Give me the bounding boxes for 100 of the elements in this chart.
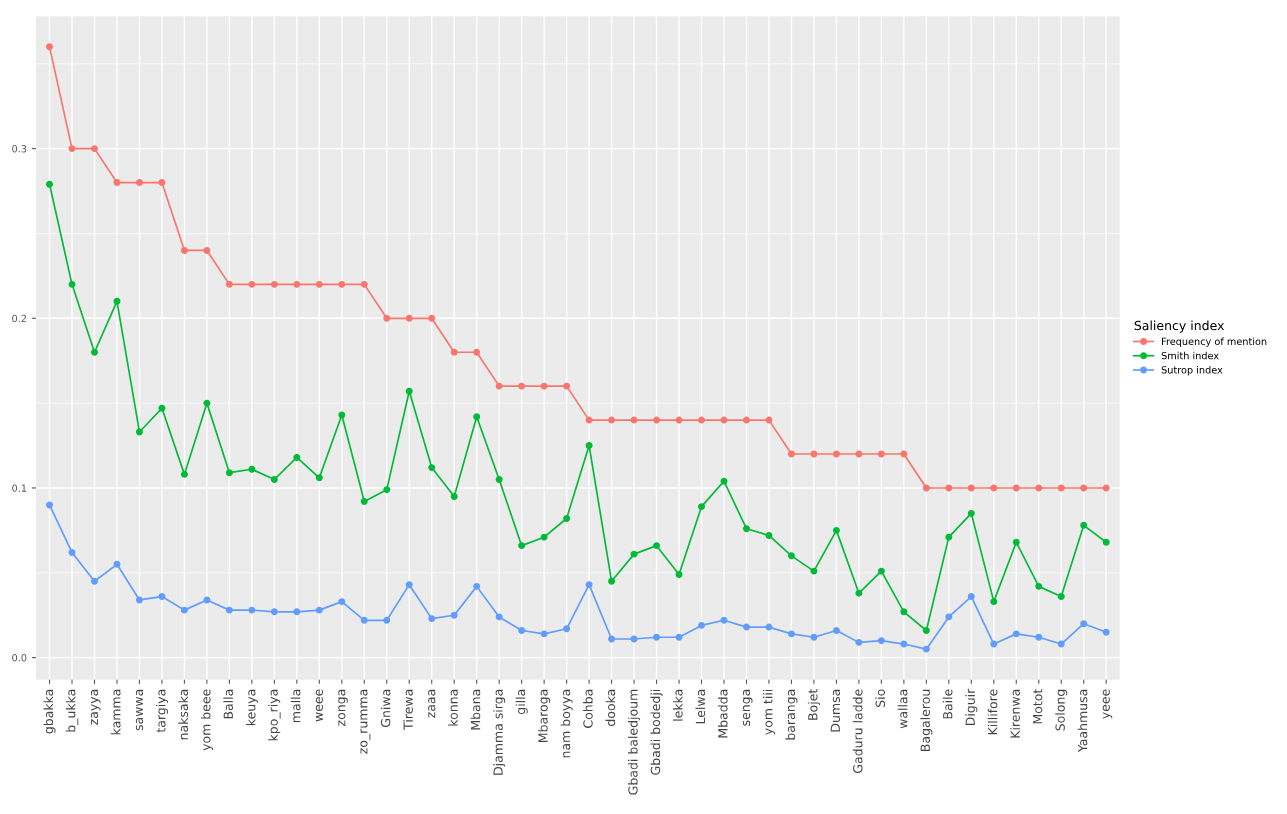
point	[1102, 484, 1110, 492]
x-tick-label: Mbadda	[717, 689, 728, 738]
point	[653, 416, 661, 424]
point	[967, 593, 975, 601]
x-tick-label: Motot	[1033, 689, 1043, 724]
point	[540, 630, 548, 638]
point	[248, 465, 256, 473]
point	[338, 280, 346, 288]
point	[360, 280, 368, 288]
point	[68, 145, 76, 153]
x-tick-label: nam boyya	[560, 689, 573, 758]
point	[338, 411, 346, 419]
point	[383, 616, 391, 624]
x-tick-label: targiya	[155, 689, 168, 733]
x-tick-label: dooka	[605, 689, 616, 726]
x-tick-label: wallaa	[897, 689, 908, 729]
point	[720, 477, 728, 485]
x-tick-label: Baile	[942, 689, 953, 719]
x-tick-label: Bojet	[807, 689, 820, 720]
x-tick-label: naksaka	[178, 689, 189, 740]
point	[135, 596, 143, 604]
point	[832, 526, 840, 534]
x-tick-label: Lelwa	[695, 689, 706, 724]
point	[743, 623, 750, 631]
point	[1035, 484, 1043, 492]
point	[473, 348, 481, 356]
legend-label: Smith index	[1161, 351, 1219, 360]
point	[158, 593, 166, 601]
point	[855, 638, 863, 646]
point	[225, 606, 233, 614]
point	[608, 416, 616, 424]
point	[922, 627, 930, 634]
legend-label: Frequency of mention	[1162, 337, 1267, 347]
point	[698, 621, 705, 629]
x-tick-label: Gbadi bodedji	[650, 689, 663, 775]
point	[338, 598, 346, 606]
point	[900, 608, 908, 616]
point	[698, 503, 705, 511]
y-tick-label: 0.3	[12, 145, 27, 153]
point	[585, 416, 593, 424]
x-tick-label: Tirewa	[403, 689, 413, 730]
point	[990, 484, 998, 492]
point	[518, 542, 526, 550]
point	[563, 515, 571, 522]
x-tick-label: malla	[290, 689, 301, 723]
point	[900, 640, 908, 648]
y-tick-label: 0.1	[12, 484, 27, 492]
point	[46, 43, 53, 51]
point	[675, 416, 683, 424]
point	[743, 416, 750, 424]
x-tick-label: Yaahmusa	[1077, 689, 1088, 753]
x-tick-label: kamma	[110, 689, 121, 735]
legend-title: Saliency index	[1134, 320, 1225, 333]
point	[450, 611, 458, 619]
x-tick-label: yeee	[1102, 689, 1113, 719]
point	[91, 348, 98, 356]
point	[113, 179, 121, 187]
point	[293, 608, 301, 616]
point	[720, 616, 728, 624]
point	[428, 615, 436, 623]
point	[698, 416, 705, 424]
point	[135, 179, 143, 187]
point	[270, 608, 278, 616]
point	[1102, 538, 1110, 546]
point	[945, 484, 953, 492]
point	[428, 314, 436, 322]
point	[787, 450, 795, 458]
x-tick-label: b_ukka	[65, 689, 79, 732]
x-tick-label: zonga	[338, 689, 348, 726]
x-tick-label: baranga	[785, 689, 798, 740]
x-tick-label: Djamma sirga	[493, 689, 506, 775]
point	[383, 314, 391, 322]
point	[91, 577, 98, 585]
point	[653, 542, 661, 550]
point	[990, 598, 998, 606]
point	[900, 450, 908, 458]
point	[1102, 628, 1110, 636]
point	[743, 525, 750, 533]
point	[922, 645, 930, 653]
point	[945, 533, 953, 541]
point	[180, 606, 188, 614]
x-tick-label: Mbaroga	[538, 689, 551, 742]
point	[383, 486, 391, 494]
x-tick-label: Bagalerou	[920, 689, 933, 751]
point	[832, 450, 840, 458]
point	[630, 550, 638, 558]
point	[608, 577, 616, 585]
x-tick-label: Mbana	[470, 689, 481, 730]
point	[922, 484, 930, 492]
point	[1012, 630, 1020, 638]
point	[68, 548, 76, 556]
point	[180, 246, 188, 254]
point	[248, 280, 256, 288]
point	[967, 509, 975, 517]
x-tick-label: Sio	[875, 689, 885, 707]
point	[787, 630, 795, 638]
x-tick-label: keuya	[245, 689, 258, 726]
x-tick-label: yom tiii	[762, 689, 776, 735]
point	[113, 297, 121, 305]
point	[225, 280, 233, 288]
